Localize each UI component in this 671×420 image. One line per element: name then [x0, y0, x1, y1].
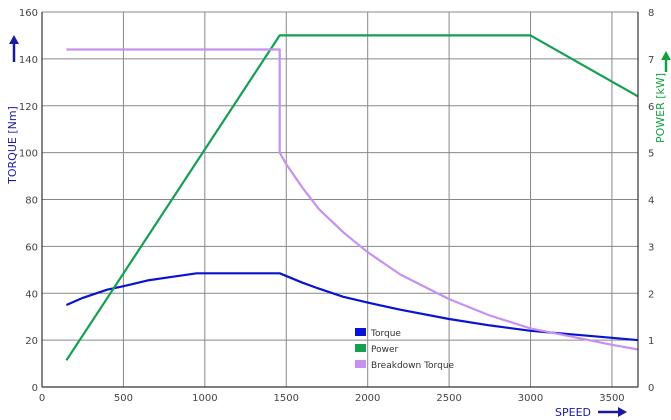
legend: Torque Power Breakdown Torque [355, 328, 455, 371]
x-tick-label: 2500 [436, 393, 461, 404]
series-line-breakdown-torque [66, 48, 639, 351]
y-tick-label-right: 6 [648, 102, 654, 113]
x-tick-label: 3500 [599, 393, 624, 404]
y-tick-label-left: 120 [19, 102, 38, 113]
axes [41, 12, 639, 388]
legend-label: Torque [370, 329, 401, 339]
series-line-torque [65, 272, 639, 342]
y-tick-label-right: 1 [648, 336, 654, 347]
legend-swatch [355, 360, 366, 368]
legend-swatch [355, 344, 366, 352]
y-tick-label-left: 20 [25, 336, 38, 347]
y-axis-right-arrow [661, 51, 671, 72]
legend-item-breakdown-torque: Breakdown Torque [355, 360, 455, 371]
legend-item-power: Power [355, 344, 399, 355]
y-tick-label-left: 140 [19, 55, 38, 66]
y-tick-label-right: 0 [648, 383, 654, 394]
tick-labels: 0 500 1000 1500 2000 2500 3000 3500020406080100… [19, 8, 654, 404]
x-tick-label: 1000 [192, 393, 217, 404]
y-tick-label-right: 3 [648, 242, 654, 253]
series-layer [65, 34, 639, 361]
y-tick-label-right: 2 [648, 289, 654, 300]
y-tick-label-right: 8 [648, 8, 654, 19]
x-tick-label: 1500 [274, 393, 299, 404]
legend-label: Breakdown Torque [371, 361, 455, 371]
series-line-power [65, 34, 639, 361]
y-tick-label-left: 100 [19, 149, 38, 160]
y-tick-label-right: 4 [648, 196, 654, 207]
y-tick-label-left: 60 [25, 242, 38, 253]
x-axis-arrow [598, 407, 627, 417]
y-axis-left-arrow [9, 35, 19, 62]
legend-label: Power [371, 345, 399, 355]
y-axis-title-right: POWER [kW] [654, 73, 667, 143]
legend-item-torque: Torque [355, 328, 401, 339]
x-tick-label: 3000 [518, 393, 543, 404]
y-axis-title-left: TORQUE [Nm] [6, 106, 19, 185]
x-tick-label: 2000 [355, 393, 380, 404]
y-tick-label-left: 80 [25, 196, 38, 207]
y-tick-label-left: 0 [32, 383, 38, 394]
y-tick-label-right: 7 [648, 55, 654, 66]
grid-lines [42, 11, 638, 387]
x-tick-label: 500 [114, 393, 133, 404]
y-tick-label-right: 5 [648, 149, 654, 160]
y-tick-label-left: 40 [25, 289, 38, 300]
x-tick-label: 0 [39, 393, 45, 404]
y-tick-label-left: 160 [19, 8, 38, 19]
legend-swatch [355, 328, 366, 336]
x-axis-title: SPEED [555, 406, 591, 419]
